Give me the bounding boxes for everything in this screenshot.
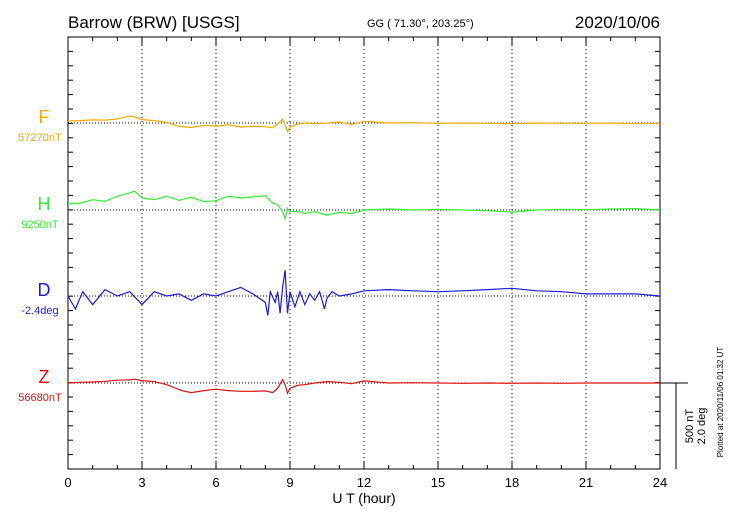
series-line-z xyxy=(67,378,660,395)
x-tick-label: 6 xyxy=(212,475,219,490)
series-group: F 57270nT H 9250nT D -2.4deg Z 56680nT xyxy=(18,107,661,404)
series-baseline-label-h: 9250nT xyxy=(21,219,59,231)
series-baseline-label-d: -2.4deg xyxy=(21,305,58,317)
x-tick-label: 21 xyxy=(579,475,593,490)
series-line-f xyxy=(67,115,661,134)
x-tick-labels: 0 3 6 9 12 15 18 21 24 xyxy=(64,475,667,490)
plotted-at-note: Plotted at 2020/11/06 01:32 UT xyxy=(716,347,725,458)
x-tick-label: 9 xyxy=(286,475,293,490)
x-tick-label: 15 xyxy=(431,475,445,490)
coordinates-label: GG ( 71.30°, 203.25°) xyxy=(367,18,474,30)
x-tick-label: 0 xyxy=(64,475,71,490)
scale-bar-nt: 500 nT xyxy=(684,409,696,444)
x-tick-label: 12 xyxy=(357,475,371,490)
series-baseline-label-f: 57270nT xyxy=(18,132,62,144)
grid-lines xyxy=(141,37,587,469)
x-tick-label: 3 xyxy=(138,475,145,490)
series-baseline-label-z: 56680nT xyxy=(18,392,62,404)
series-line-d xyxy=(67,270,661,316)
series-line-h xyxy=(67,190,661,221)
series-name-f: F xyxy=(39,107,50,127)
x-axis-label: U T (hour) xyxy=(332,490,395,506)
x-tick-label: 18 xyxy=(505,475,519,490)
axis-ticks xyxy=(67,37,661,470)
series-name-d: D xyxy=(38,280,51,300)
date-label: 2020/10/06 xyxy=(575,13,660,32)
scale-bar-deg: 2.0 deg xyxy=(696,408,708,445)
series-name-z: Z xyxy=(39,367,50,387)
x-tick-label: 24 xyxy=(653,475,667,490)
station-title: Barrow (BRW) [USGS] xyxy=(68,13,240,32)
series-name-h: H xyxy=(38,194,51,214)
